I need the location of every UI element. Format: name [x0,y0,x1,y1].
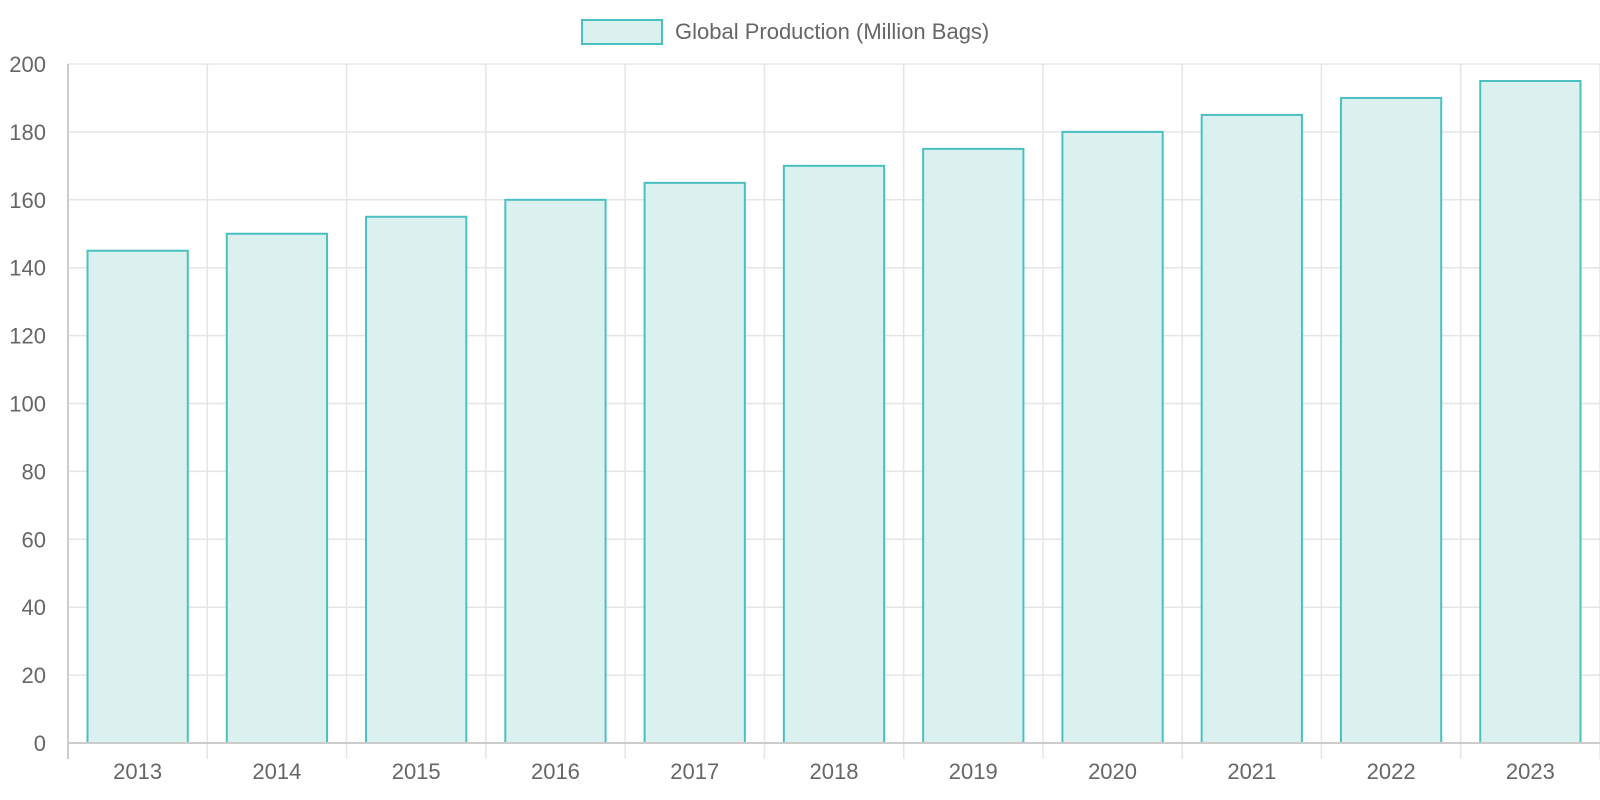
y-tick-label: 60 [22,527,46,552]
bar-2022[interactable] [1339,96,1443,744]
bar-2017[interactable] [643,181,746,744]
bar-2020[interactable] [1061,130,1164,744]
legend-label[interactable]: Global Production (Million Bags) [675,19,989,44]
bar-2015[interactable] [365,215,468,744]
axes [67,64,1600,759]
x-tick-label: 2023 [1506,759,1555,784]
x-axis-tick-labels: 2013 2014 2015 2016 2017 2018 2019 2020 2021 2022… [113,759,1555,784]
x-tick-label: 2016 [531,759,580,784]
x-tick-label: 2014 [252,759,301,784]
x-tick-label: 2018 [810,759,859,784]
bar-2019[interactable] [922,147,1025,744]
legend[interactable]: Global Production (Million Bags) [581,19,989,45]
y-tick-label: 0 [34,731,46,756]
y-tick-label: 80 [22,459,46,484]
x-tick-label: 2021 [1227,759,1276,784]
bar-2021[interactable] [1200,113,1303,745]
bar-2014[interactable] [225,232,329,744]
y-tick-label: 140 [9,256,46,281]
y-tick-label: 160 [9,188,46,213]
legend-swatch[interactable] [581,19,663,45]
y-tick-label: 200 [9,52,46,77]
x-tick-label: 2019 [949,759,998,784]
y-tick-label: 20 [22,663,46,688]
y-tick-label: 100 [9,392,46,417]
bars-group [86,79,1582,745]
y-axis-tick-labels: 0 20 40 60 80 100 120 140 160 180 200 [9,52,46,756]
x-tick-label: 2017 [670,759,719,784]
y-tick-label: 120 [9,324,46,349]
bar-2016[interactable] [504,198,607,745]
bar-2018[interactable] [782,164,886,745]
y-tick-label: 180 [9,120,46,145]
bar-2013[interactable] [86,249,189,744]
x-tick-label: 2013 [113,759,162,784]
x-tick-label: 2022 [1367,759,1416,784]
y-tick-label: 40 [22,595,46,620]
x-tick-label: 2020 [1088,759,1137,784]
x-tick-label: 2015 [392,759,441,784]
bar-2023[interactable] [1479,79,1582,745]
